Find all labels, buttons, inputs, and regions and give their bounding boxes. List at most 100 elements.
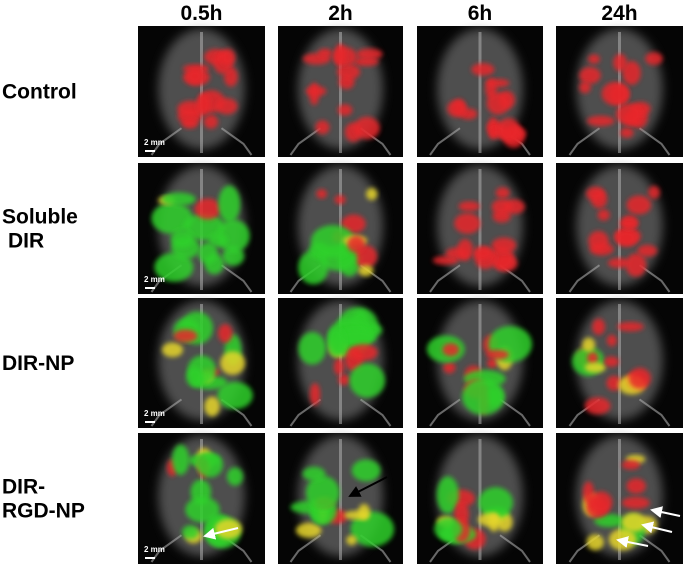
image-panel [417,26,543,157]
image-panel [278,163,403,294]
signal-blob [218,324,233,343]
signal-blob [588,230,609,251]
signal-blob [196,93,211,116]
signal-blob [626,478,646,494]
signal-blob [443,361,456,374]
column-header: 6h [468,2,493,25]
leg [220,264,253,293]
signal-blob [619,218,638,229]
signal-blob [356,48,383,60]
signal-blob [350,511,395,547]
signal-blob [204,396,220,417]
signal-blob [622,60,641,85]
signal-blob [214,519,242,539]
signal-blob [586,186,605,201]
image-panel [278,26,403,157]
signal-blob [333,358,345,376]
leg [499,534,531,563]
signal-blob [316,189,328,199]
leg [568,264,601,293]
signal-blob [628,367,651,389]
leg [638,534,671,563]
image-panel [417,163,543,294]
signal-blob [349,344,378,361]
signal-blob [584,362,606,373]
image-panel [556,433,683,564]
image-panel: 2 mm [138,433,265,564]
signal-blob [442,343,460,357]
signal-blob [198,242,218,264]
image-panel [278,433,403,564]
signal-blob [186,68,204,84]
signal-blob [222,246,245,266]
signal-blob [173,329,198,343]
signal-blob [351,459,381,482]
signal-blob [645,52,663,66]
signal-blob [317,48,333,58]
image-panel [278,298,403,428]
signal-blob [615,229,638,247]
signal-blob [185,496,220,523]
signal-blob [302,466,326,481]
signal-blob [295,522,322,538]
signal-blob [588,54,601,64]
leg [289,127,322,156]
signal-blob [471,63,495,76]
scale-bar-label: 2 mm [144,545,165,554]
signal-blob [334,329,377,346]
row-label: RGD-NP [2,500,85,523]
signal-blob [620,127,634,138]
arrow [616,536,649,548]
signal-blob [218,185,241,223]
signal-blob [338,374,350,386]
signal-blob [478,487,513,518]
leg [638,264,671,293]
signal-blob [309,82,320,106]
image-panel [556,163,683,294]
signal-blob [637,244,658,257]
row-label: Control [2,81,77,104]
signal-blob [458,201,480,212]
arrow [348,476,388,497]
signal-blob [226,467,244,486]
signal-blob [182,525,199,539]
signal-blob [170,229,194,248]
signal-blob [486,349,509,360]
signal-blob [203,114,219,129]
signal-blob [358,503,371,520]
signal-blob [220,48,236,66]
signal-blob [607,258,631,268]
signal-blob [172,444,190,475]
signal-blob [615,103,642,126]
signal-blob [491,199,512,215]
signal-blob [334,43,347,67]
signal-blob [626,195,652,215]
row-label: DIR- [2,476,45,499]
signal-blob [462,378,505,415]
signal-blob [161,342,184,358]
signal-blob [436,476,459,514]
leg [638,398,671,427]
image-panel [556,298,683,428]
signal-blob [625,253,647,277]
scale-bar-label: 2 mm [144,409,165,418]
signal-blob [341,214,366,234]
arrow [641,521,673,534]
arrow [650,506,681,518]
signal-blob [606,375,622,391]
signal-blob [346,535,357,546]
signal-blob [586,115,615,127]
leg [638,127,671,156]
image-panel [556,26,683,157]
signal-blob [186,367,204,388]
signal-blob [354,57,379,67]
leg [359,398,392,427]
image-panel: 2 mm [138,298,265,428]
signal-blob [208,233,228,248]
signal-blob [616,321,644,332]
image-panel: 2 mm [138,26,265,157]
signal-blob [217,381,253,410]
signal-blob [491,237,517,254]
arrow [203,527,239,540]
signal-blob [151,202,193,234]
